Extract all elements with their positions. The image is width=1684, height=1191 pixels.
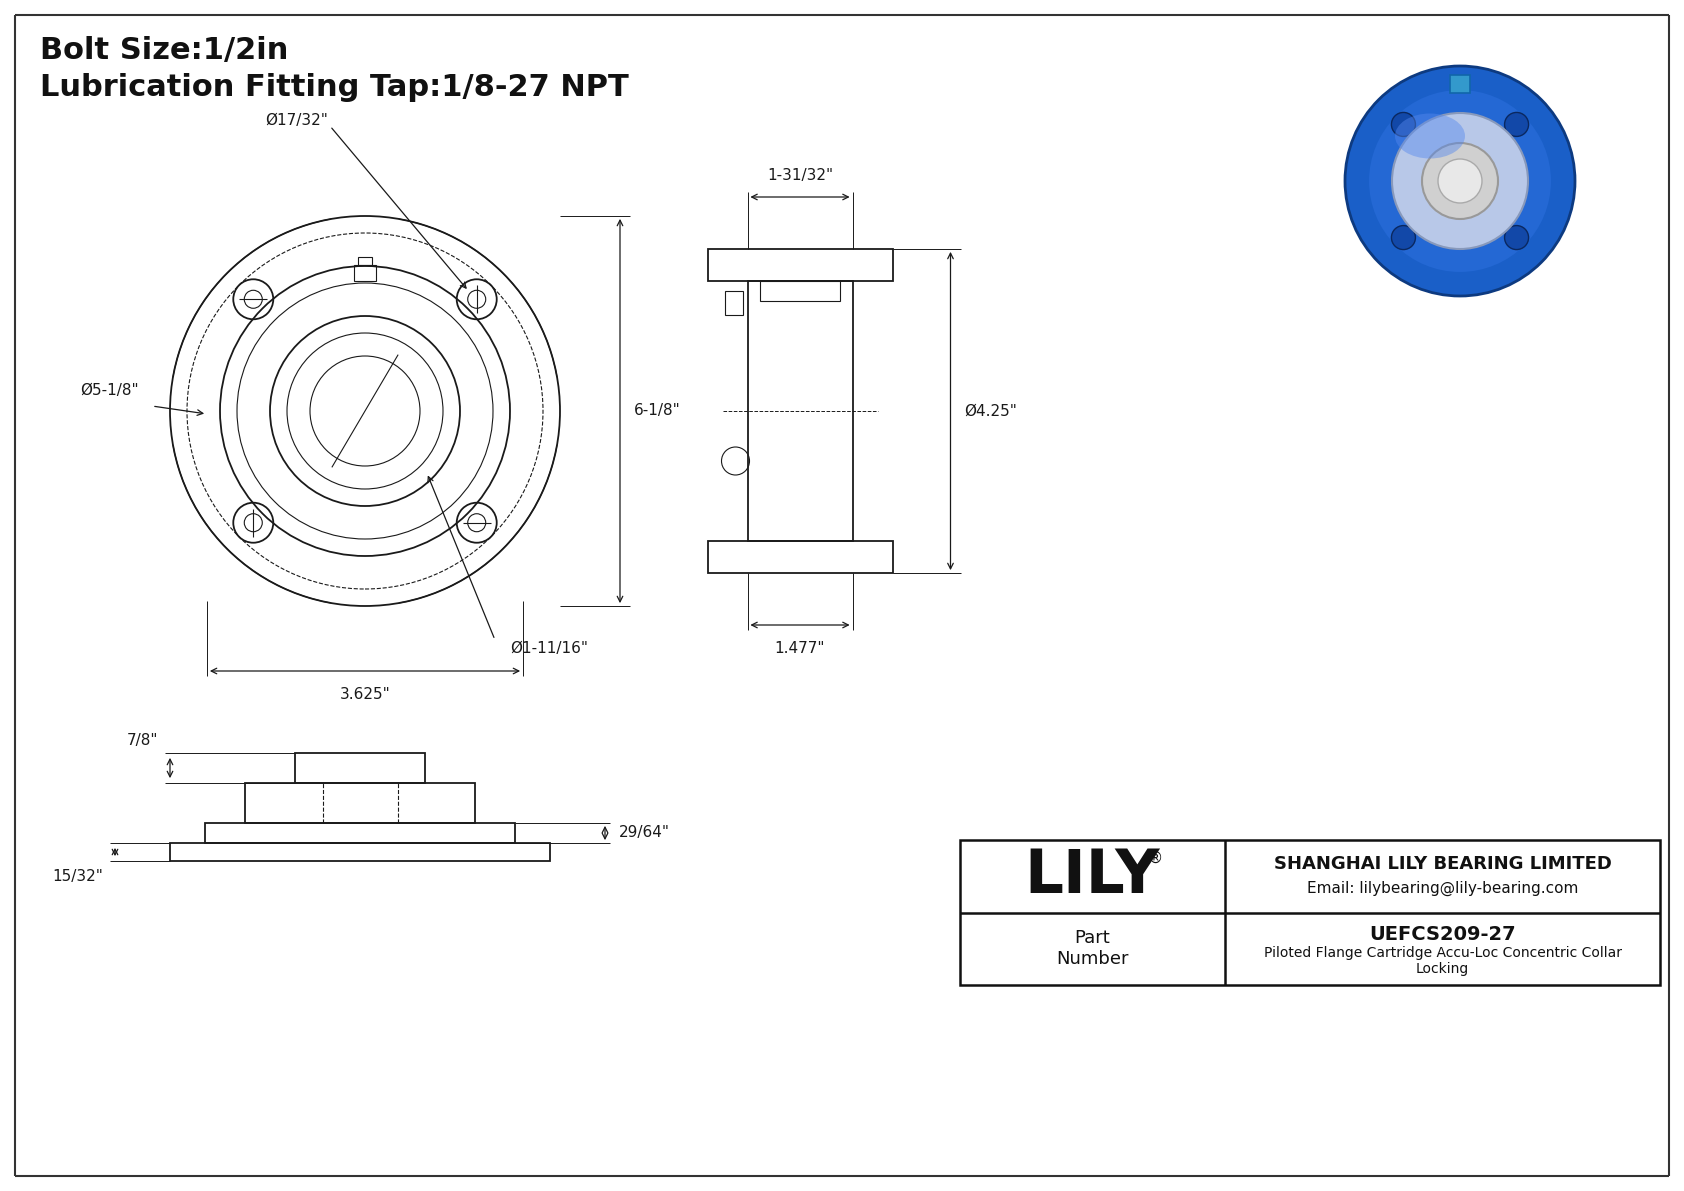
Ellipse shape	[1394, 113, 1465, 158]
Text: 6-1/8": 6-1/8"	[633, 404, 680, 418]
Circle shape	[1393, 113, 1527, 249]
Bar	[1450, 75, 1470, 93]
Text: SHANGHAI LILY BEARING LIMITED: SHANGHAI LILY BEARING LIMITED	[1273, 855, 1612, 873]
Bar	[748, 281, 852, 541]
Text: 7/8": 7/8"	[126, 732, 158, 748]
Text: Lubrication Fitting Tap:1/8-27 NPT: Lubrication Fitting Tap:1/8-27 NPT	[40, 73, 628, 102]
Bar	[759, 281, 840, 301]
Bar	[707, 249, 893, 281]
Text: 29/64": 29/64"	[620, 825, 670, 841]
Text: ®: ®	[1148, 850, 1164, 866]
Text: Ø17/32": Ø17/32"	[264, 113, 328, 129]
Text: 1-31/32": 1-31/32"	[766, 168, 834, 183]
Text: Ø5-1/8": Ø5-1/8"	[81, 384, 138, 399]
Circle shape	[1346, 66, 1575, 297]
Bar	[359, 257, 372, 266]
Text: 3.625": 3.625"	[340, 687, 391, 701]
Text: 1.477": 1.477"	[775, 641, 825, 656]
Text: LILY: LILY	[1026, 847, 1160, 905]
Text: Part
Number: Part Number	[1056, 929, 1128, 968]
Circle shape	[1391, 112, 1416, 137]
Bar	[354, 266, 376, 281]
Circle shape	[1367, 89, 1553, 273]
Text: Piloted Flange Cartridge Accu-Loc Concentric Collar
Locking: Piloted Flange Cartridge Accu-Loc Concen…	[1263, 946, 1622, 975]
Circle shape	[1504, 112, 1529, 137]
Text: UEFCS209-27: UEFCS209-27	[1369, 925, 1516, 944]
Text: 15/32": 15/32"	[52, 869, 103, 884]
Circle shape	[1504, 225, 1529, 250]
Bar	[170, 843, 551, 861]
Bar	[295, 753, 424, 782]
Circle shape	[1421, 143, 1499, 219]
Circle shape	[1391, 225, 1416, 250]
Bar	[960, 840, 1660, 985]
Text: Ø1-11/16": Ø1-11/16"	[510, 641, 588, 655]
Text: Ø4.25": Ø4.25"	[965, 404, 1017, 418]
Circle shape	[1438, 160, 1482, 202]
Bar	[244, 782, 475, 823]
Bar	[724, 291, 743, 314]
Bar	[205, 823, 515, 843]
Bar	[707, 541, 893, 573]
Text: Email: lilybearing@lily-bearing.com: Email: lilybearing@lily-bearing.com	[1307, 880, 1578, 896]
Text: Bolt Size:1/2in: Bolt Size:1/2in	[40, 36, 288, 66]
